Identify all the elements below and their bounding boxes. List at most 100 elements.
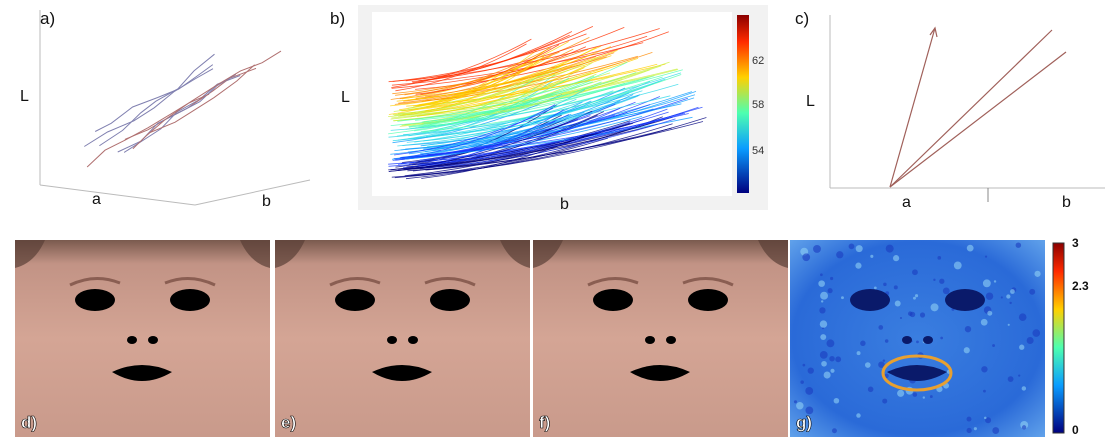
face-image xyxy=(790,240,1045,437)
noise xyxy=(874,286,877,289)
curve xyxy=(125,68,256,139)
noise xyxy=(794,400,797,403)
noise xyxy=(986,292,993,299)
panel-label: g) xyxy=(796,413,812,432)
noise xyxy=(832,428,837,433)
nostril xyxy=(408,336,418,344)
noise xyxy=(967,417,972,422)
noise xyxy=(803,364,806,367)
noise xyxy=(818,280,825,287)
panel-b: b) L b 62 58 54 xyxy=(330,5,768,213)
face-panel: g) xyxy=(790,240,1045,437)
noise xyxy=(820,351,828,359)
noise xyxy=(992,344,995,347)
noise xyxy=(954,262,962,270)
nostril xyxy=(148,336,158,344)
noise xyxy=(802,253,810,261)
noise xyxy=(1016,242,1021,247)
noise xyxy=(1006,294,1010,298)
axis-label: L xyxy=(341,89,350,106)
noise xyxy=(937,256,941,260)
axis-label: L xyxy=(20,88,29,105)
noise xyxy=(983,390,986,393)
noise xyxy=(819,307,825,313)
noise xyxy=(895,301,901,307)
noise xyxy=(1019,313,1027,321)
noise xyxy=(821,361,827,367)
noise xyxy=(994,280,996,282)
curve xyxy=(87,94,209,167)
nostril xyxy=(127,336,137,344)
noise xyxy=(878,325,883,330)
noise xyxy=(805,387,813,395)
colorbar-label: 2.3 xyxy=(1072,279,1089,293)
noise xyxy=(856,245,863,252)
noise xyxy=(857,351,861,355)
face-image xyxy=(15,240,270,437)
noise xyxy=(940,337,943,340)
noise xyxy=(1008,324,1010,326)
noise xyxy=(796,402,803,409)
eye xyxy=(593,289,633,311)
nostril xyxy=(902,336,912,344)
noise xyxy=(939,279,944,284)
noise xyxy=(1027,337,1034,344)
noise xyxy=(930,395,933,398)
nostril xyxy=(387,336,397,344)
noise xyxy=(943,287,950,294)
noise xyxy=(849,243,855,249)
noise xyxy=(1008,376,1014,382)
axis-label: a xyxy=(902,194,911,211)
noise xyxy=(830,369,834,373)
noise xyxy=(820,273,823,276)
noise xyxy=(916,340,919,343)
noise xyxy=(981,319,988,326)
curve xyxy=(118,75,236,153)
eye xyxy=(170,289,210,311)
noise xyxy=(908,311,913,316)
noise xyxy=(913,297,916,300)
curves xyxy=(84,51,281,167)
axis-label: b xyxy=(560,196,569,213)
panel-label: e) xyxy=(281,413,296,432)
noise xyxy=(1029,289,1035,295)
noise xyxy=(893,255,899,261)
noise xyxy=(841,296,844,299)
noise xyxy=(985,255,987,257)
axis-label: a xyxy=(92,191,101,208)
face-panel: e) xyxy=(275,240,530,437)
figure: a) L a b b) L b 62 58 54 c) L a b d)e)f)… xyxy=(0,0,1117,437)
curve xyxy=(84,69,213,147)
noise xyxy=(836,251,843,258)
noise xyxy=(830,277,833,280)
noise xyxy=(886,245,894,253)
colorbar-label: 58 xyxy=(752,99,764,111)
noise xyxy=(984,417,987,420)
noise xyxy=(1022,386,1026,390)
noise xyxy=(964,347,970,353)
noise xyxy=(1010,289,1015,294)
panel-label: d) xyxy=(21,413,37,432)
face-panel: f) xyxy=(533,240,788,437)
noise xyxy=(1018,375,1020,377)
face-panel: d) xyxy=(15,240,270,437)
noise xyxy=(824,372,831,379)
panel-label: a) xyxy=(40,9,55,28)
eye xyxy=(335,289,375,311)
colorbar-label: 62 xyxy=(752,55,764,67)
noise xyxy=(800,380,804,384)
panel-a: a) L a b xyxy=(20,9,310,210)
noise xyxy=(981,366,987,372)
noise xyxy=(897,390,904,397)
noise xyxy=(883,359,886,362)
noise xyxy=(868,387,874,393)
eye xyxy=(945,289,985,311)
noise xyxy=(882,399,887,404)
noise xyxy=(820,334,826,340)
noise xyxy=(983,279,991,287)
noise xyxy=(915,294,918,297)
noise xyxy=(1034,271,1040,277)
noise xyxy=(987,311,992,316)
noise xyxy=(856,413,860,417)
eye xyxy=(430,289,470,311)
